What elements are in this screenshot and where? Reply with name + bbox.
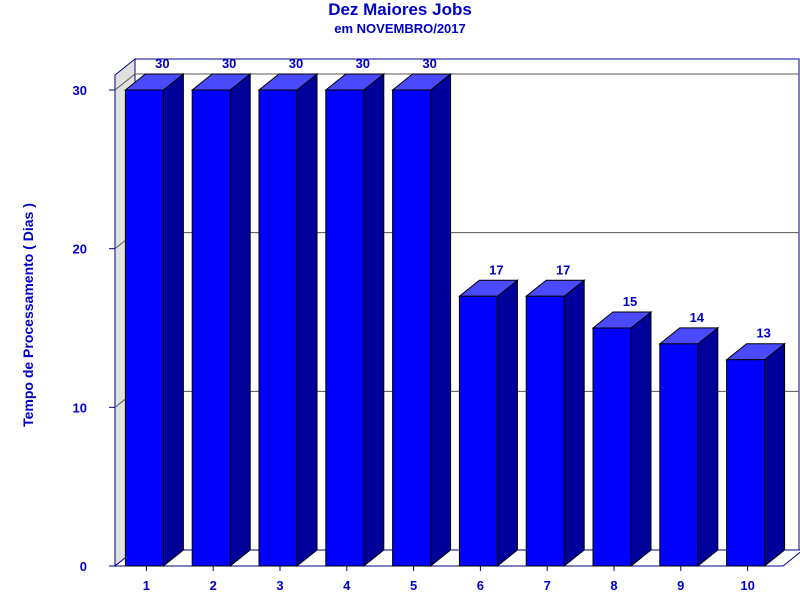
x-tick-label: 10 [740, 578, 754, 593]
bar-front [258, 89, 298, 567]
y-axis-title: Tempo de Processamento ( Dias ) [20, 203, 36, 427]
x-tick-label: 4 [343, 578, 351, 593]
x-tick-label: 2 [210, 578, 217, 593]
bar-side [697, 326, 719, 568]
bar-side [630, 310, 652, 568]
data-label: 13 [756, 326, 770, 341]
bar-side [162, 72, 184, 568]
bar [725, 342, 787, 568]
x-tick-label: 8 [610, 578, 617, 593]
data-label: 30 [422, 56, 436, 71]
bar [524, 279, 586, 568]
data-label: 17 [489, 262, 503, 277]
bar-front [659, 343, 699, 567]
bar [391, 72, 453, 568]
bar [190, 72, 252, 568]
y-tick-label: 30 [73, 83, 87, 98]
bar-front [124, 89, 164, 567]
x-tick-label: 3 [276, 578, 283, 593]
x-tick-label: 9 [677, 578, 684, 593]
gridline [114, 73, 799, 91]
bar [457, 279, 519, 568]
bar [123, 72, 185, 568]
data-label: 30 [222, 56, 236, 71]
y-tick-label: 0 [80, 559, 87, 574]
bar [591, 310, 653, 568]
data-label: 15 [623, 294, 637, 309]
data-label: 30 [356, 56, 370, 71]
chart-title: Dez Maiores Jobs [328, 0, 472, 19]
bar-front [392, 89, 432, 567]
x-tick-label: 7 [544, 578, 551, 593]
bar-side [430, 72, 452, 568]
bar-front [592, 327, 632, 567]
bar-front [525, 295, 565, 567]
bar-side [296, 72, 318, 568]
bar [658, 326, 720, 568]
x-tick-label: 1 [143, 578, 150, 593]
data-label: 14 [690, 310, 705, 325]
bar-side [496, 279, 518, 568]
bar [324, 72, 386, 568]
bar [257, 72, 319, 568]
bar-side [363, 72, 385, 568]
x-tick-label: 5 [410, 578, 417, 593]
data-label: 30 [155, 56, 169, 71]
data-label: 30 [289, 56, 303, 71]
bar-front [325, 89, 365, 567]
y-tick-label: 20 [73, 242, 87, 257]
chart-subtitle: em NOVEMBRO/2017 [334, 21, 466, 36]
bar-side [229, 72, 251, 568]
bar-side [764, 342, 786, 568]
x-axis-ticks: 1 2 3 4 5 6 7 8 9 10 [143, 566, 755, 593]
y-axis-ticks: 0 10 20 30 [73, 83, 115, 574]
y-tick-label: 10 [73, 400, 87, 415]
bar-front [458, 295, 498, 567]
bar-side [563, 279, 585, 568]
bar-front [726, 359, 766, 567]
bar-front [191, 89, 231, 567]
x-tick-label: 6 [477, 578, 484, 593]
bars: 30 30 30 30 30 17 17 15 14 13 [123, 56, 787, 568]
data-label: 17 [556, 262, 570, 277]
